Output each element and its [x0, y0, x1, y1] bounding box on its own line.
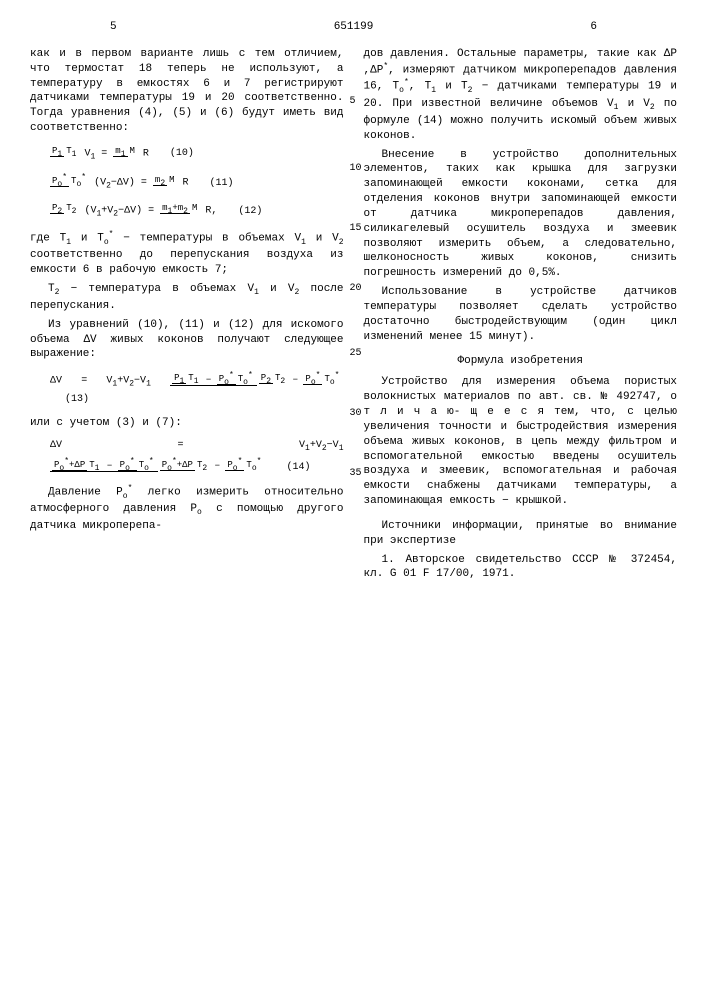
- paragraph-4: Из уравнений (10), (11) и (12) для иском…: [30, 318, 344, 363]
- right-column: дов давления. Остальные параметры, такие…: [364, 47, 678, 586]
- formula-num-13: (13): [65, 392, 89, 408]
- paragraph-2: где T1 и To* − температуры в объемах V1 …: [30, 230, 344, 278]
- formula-num-11: (11): [210, 176, 234, 192]
- line-num-30: 30: [350, 407, 362, 421]
- line-num-10: 10: [350, 162, 362, 176]
- left-column: как и в первом варианте лишь с тем отлич…: [30, 47, 344, 586]
- formula-12: P2T2 (V1+V2−ΔV) = m1+m2M R, (12): [50, 201, 344, 221]
- paragraph-r3: Использование в устройстве датчиков темп…: [364, 285, 678, 344]
- line-num-5: 5: [350, 95, 356, 109]
- ref-1: 1. Авторское свидетельство СССР № 372454…: [364, 553, 678, 583]
- formula-num-12: (12): [238, 204, 262, 220]
- formula-num-14: (14): [286, 460, 310, 476]
- refs-title: Источники информации, принятые во вниман…: [364, 519, 678, 549]
- claim-title: Формула изобретения: [364, 354, 678, 369]
- page-num-left: 5: [110, 20, 117, 35]
- doc-number: 651199: [117, 20, 591, 35]
- two-column-layout: как и в первом варианте лишь с тем отлич…: [30, 47, 677, 586]
- page-num-right: 6: [590, 20, 597, 35]
- line-num-35: 35: [350, 467, 362, 481]
- claim-text: Устройство для измерения объема пористых…: [364, 375, 678, 509]
- formula-13: ΔV = V1+V2−V1 P1T1 − Po*To*P2T2 − Po*To*…: [50, 370, 344, 407]
- line-num-15: 15: [350, 222, 362, 236]
- references-section: 35 Источники информации, принятые во вни…: [364, 519, 678, 582]
- formula-14: ΔV = V1+V2−V1 Po*+ΔPT1 − Po*To*Po*+ΔPT2 …: [50, 438, 344, 475]
- paragraph-r2: Внесение в устройство дополнительных эле…: [364, 148, 678, 282]
- line-num-20: 20: [350, 282, 362, 296]
- paragraph-6: Давление Po* легко измерить относительно…: [30, 484, 344, 534]
- paragraph-3: T2 − температура в объемах V1 и V2 после…: [30, 282, 344, 314]
- paragraph-1: как и в первом варианте лишь с тем отлич…: [30, 47, 344, 136]
- page-header: 5 651199 6: [30, 20, 677, 35]
- formula-10: P1T1 V1 = m1M R (10): [50, 144, 344, 164]
- formula-11: Po*To* (V2−ΔV) = m2M R (11): [50, 172, 344, 193]
- paragraph-5: или с учетом (3) и (7):: [30, 416, 344, 431]
- formula-num-10: (10): [170, 146, 194, 162]
- line-num-25: 25: [350, 347, 362, 361]
- paragraph-r1: дов давления. Остальные параметры, такие…: [364, 47, 678, 144]
